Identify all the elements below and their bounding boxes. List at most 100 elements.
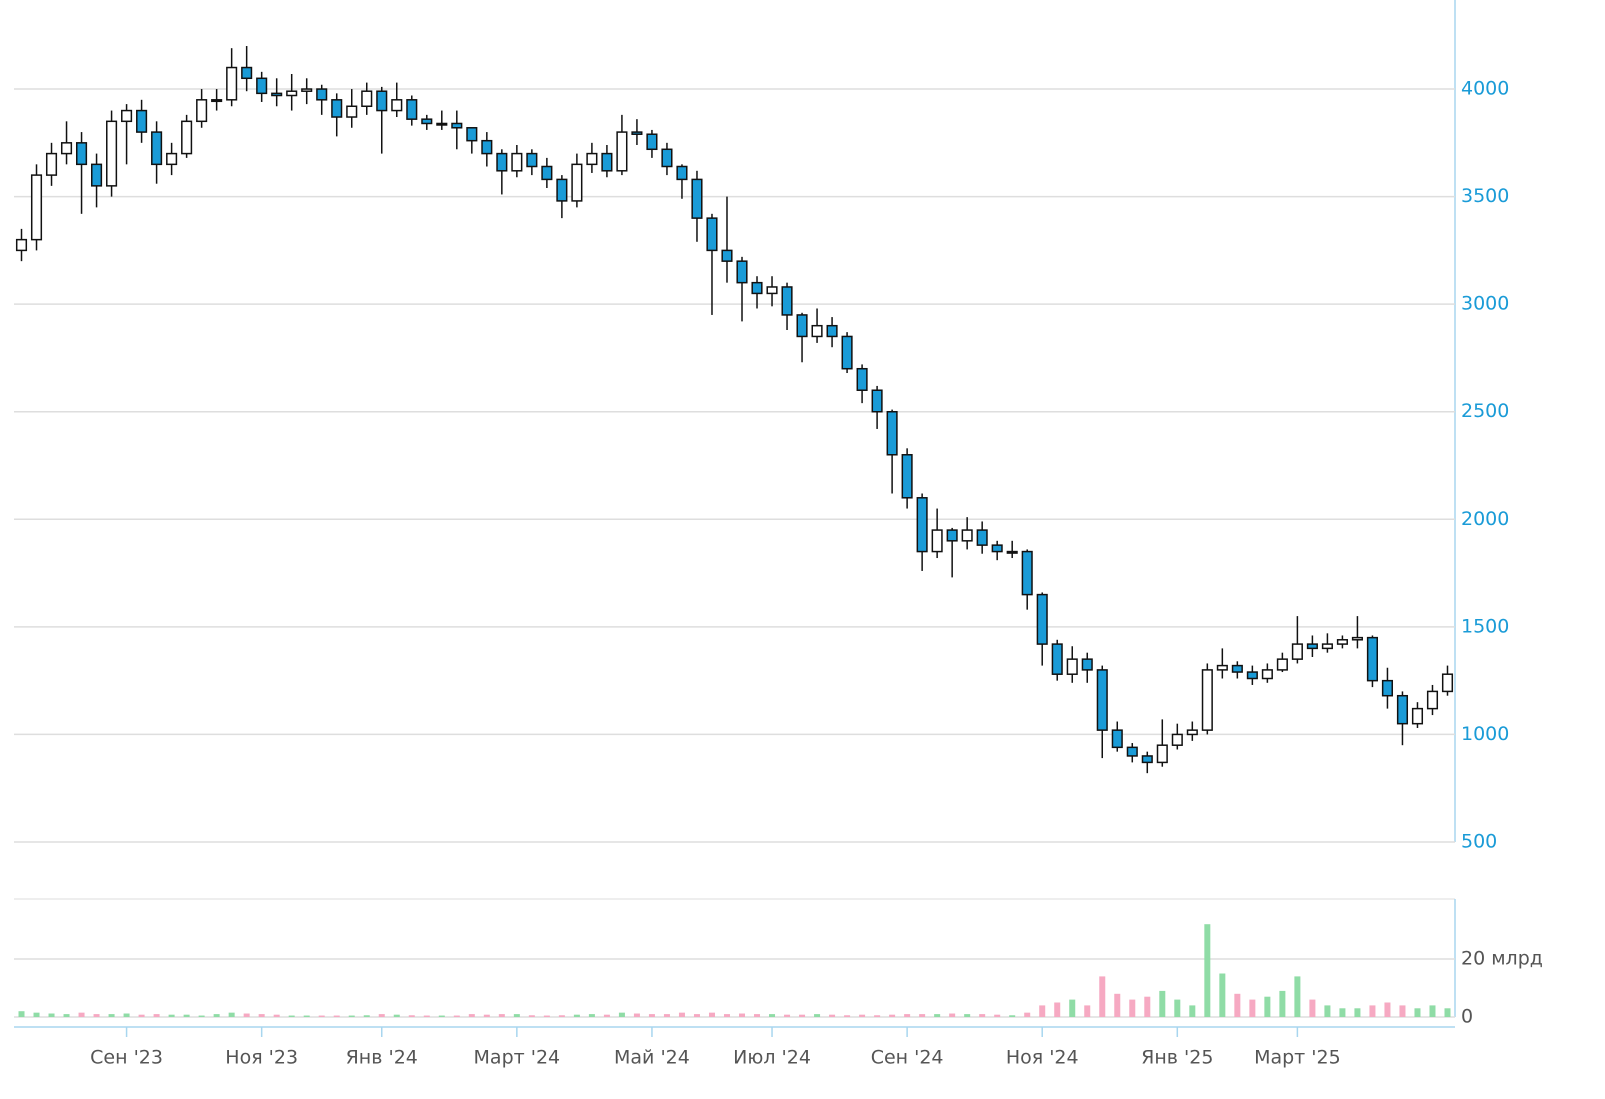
x-tick-label: Май '24 — [614, 1047, 690, 1069]
candle-body — [1441, 673, 1454, 693]
candle-body — [811, 324, 823, 338]
candle-body — [451, 122, 463, 129]
candle-body — [316, 88, 328, 101]
volume-bar — [318, 1015, 325, 1017]
volume-bar — [468, 1014, 475, 1017]
candle-body — [856, 367, 868, 391]
candle-body — [1306, 643, 1318, 650]
volume-bar — [18, 1011, 25, 1017]
candle-body — [1246, 671, 1258, 680]
volume-bar — [633, 1013, 640, 1017]
volume-bar — [889, 1014, 896, 1017]
y-tick-label: 4000 — [1461, 78, 1509, 100]
x-tick-label: Ноя '23 — [225, 1047, 298, 1069]
candle-body — [1216, 664, 1228, 671]
volume-bar — [123, 1013, 130, 1017]
volume-bar — [618, 1012, 625, 1017]
volume-bar — [979, 1014, 986, 1017]
volume-bar — [63, 1014, 70, 1017]
y-tick-label: 3500 — [1461, 185, 1509, 207]
candle-body — [391, 99, 403, 112]
volume-bar — [1279, 990, 1286, 1017]
candle-body — [166, 152, 178, 166]
candle-body — [376, 90, 388, 112]
candle-body — [796, 314, 808, 338]
volume-bar — [483, 1014, 490, 1017]
candle-body — [226, 66, 238, 101]
volume-bar — [183, 1014, 190, 1017]
volume-bar — [348, 1015, 355, 1017]
volume-bar — [1114, 993, 1121, 1017]
volume-bar — [528, 1015, 535, 1017]
volume-bar — [498, 1014, 505, 1017]
volume-bar — [228, 1012, 235, 1017]
volume-bar — [1054, 1002, 1061, 1017]
volume-bar — [1024, 1012, 1031, 1017]
candle-body — [106, 120, 118, 187]
candle-body — [1291, 643, 1303, 660]
candle-body — [751, 281, 763, 295]
candle-body — [181, 120, 193, 155]
volume-bar — [1099, 976, 1106, 1017]
volume-bar — [904, 1014, 911, 1017]
volume-bar — [723, 1014, 730, 1017]
volume-bar — [1324, 1005, 1331, 1017]
candle-body — [841, 335, 853, 370]
candle-body — [75, 142, 88, 166]
volume-bar — [153, 1014, 160, 1017]
x-tick-label: Янв '24 — [346, 1047, 418, 1069]
volume-bar — [1384, 1002, 1391, 1017]
candle-body — [511, 152, 523, 172]
candle-body — [976, 529, 988, 546]
candle-body — [556, 178, 568, 202]
volume-bar — [784, 1014, 791, 1017]
candle-body — [1111, 729, 1123, 749]
candle-body — [1381, 679, 1394, 697]
volume-bar — [168, 1014, 175, 1017]
volume-bar — [1174, 999, 1181, 1017]
candle-body — [481, 139, 493, 155]
volume-bar — [1429, 1005, 1436, 1017]
y-tick-label: 3000 — [1461, 293, 1509, 315]
candle-body — [45, 152, 58, 176]
candle-body — [1186, 729, 1198, 736]
volume-bar — [964, 1014, 971, 1017]
volume-bar — [859, 1014, 866, 1017]
volume-bar — [1189, 1005, 1196, 1017]
volume-bar — [1219, 973, 1226, 1017]
volume-bar — [754, 1014, 761, 1017]
candle-body — [1171, 733, 1183, 746]
candle-body — [286, 90, 298, 97]
candle-body — [1336, 639, 1348, 645]
volume-bar — [33, 1012, 40, 1017]
candle-body — [991, 544, 1003, 553]
candle-body — [1051, 643, 1063, 675]
candle-body — [1081, 658, 1093, 671]
volume-bar — [573, 1014, 580, 1017]
candle-body — [436, 122, 448, 126]
candle-body — [361, 90, 373, 108]
volume-bar — [1399, 1005, 1406, 1017]
candle-body — [1126, 746, 1138, 757]
candle-body — [1411, 707, 1424, 725]
candle-body — [331, 99, 343, 118]
candle-body — [676, 165, 688, 181]
volume-bar — [648, 1014, 655, 1017]
volume-bar — [1084, 1005, 1091, 1017]
volume-bar — [1354, 1008, 1361, 1017]
y-tick-label: 1000 — [1461, 723, 1509, 745]
candle-body — [586, 152, 598, 166]
candle-body — [136, 109, 148, 133]
volume-bar — [453, 1015, 460, 1017]
volume-bar — [1249, 999, 1256, 1017]
volume-bar — [1414, 1008, 1421, 1017]
candle-body — [406, 99, 418, 120]
y-tick-label: 500 — [1461, 831, 1497, 853]
volume-bar — [213, 1014, 220, 1017]
volume-bar — [739, 1013, 746, 1017]
candle-body — [211, 99, 223, 103]
candle-body — [661, 148, 673, 168]
volume-bar — [1144, 996, 1151, 1017]
candle-body — [496, 152, 508, 172]
